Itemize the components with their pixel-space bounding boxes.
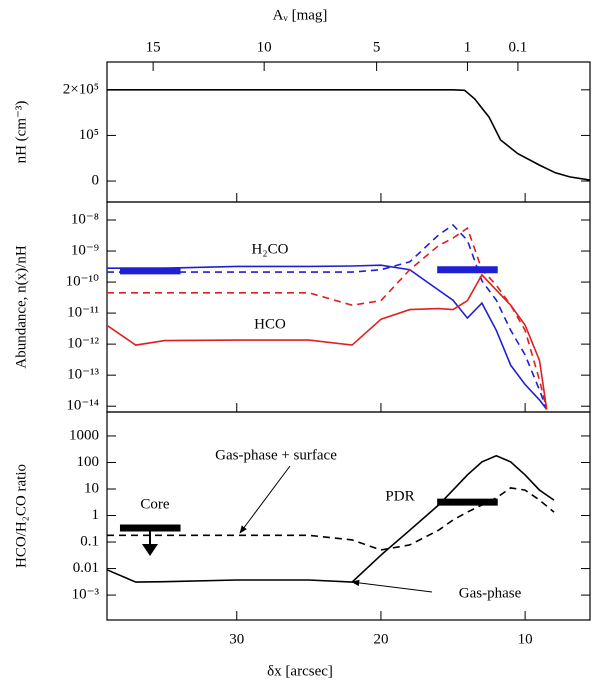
- y-tick-label: 100: [77, 454, 100, 470]
- y-tick-label: 10⁻⁸: [71, 211, 99, 227]
- y-tick-label: 0.1: [80, 533, 99, 549]
- y-tick-label: 10⁻¹³: [67, 367, 99, 383]
- data-line: [107, 223, 548, 410]
- y-tick-label: 10⁵: [79, 127, 99, 143]
- data-line: [107, 89, 590, 181]
- y-tick-label: 2×10⁵: [63, 81, 99, 97]
- y-axis-label: HCO/H₂CO ratio: [13, 464, 29, 568]
- annotation: Gas-phase + surface: [215, 447, 337, 463]
- y-tick-label: 1000: [69, 427, 99, 443]
- annotation-arrow: [351, 579, 433, 593]
- plot-frame: [106, 201, 591, 413]
- plot-area: [107, 454, 555, 583]
- annotation-arrow: [239, 465, 291, 534]
- annotation: H₂CO: [252, 241, 289, 257]
- y-tick-label: 10⁻¹²: [67, 336, 99, 352]
- upper-limit-arrowhead: [142, 544, 158, 556]
- x-tick-label: 20: [373, 631, 388, 647]
- top-tick-label: 1: [464, 39, 472, 55]
- y-tick-label: 10⁻³: [72, 587, 100, 603]
- plot-area: [107, 223, 548, 410]
- annotation: HCO: [254, 316, 286, 332]
- y-tick-label: 10⁻⁹: [71, 242, 99, 258]
- top-axis-label: Aᵥ [mag]: [273, 7, 328, 23]
- y-tick-label: 10: [84, 480, 99, 496]
- y-tick-label: 0.01: [73, 560, 99, 576]
- annotation: Gas-phase: [459, 585, 522, 601]
- y-tick-label: 0: [92, 172, 100, 188]
- y-axis-label: nH (cm⁻³): [13, 101, 29, 164]
- x-tick-label: 10: [518, 631, 533, 647]
- top-tick-label: 5: [373, 39, 381, 55]
- x-tick-label: 30: [229, 631, 244, 647]
- top-tick-label: 15: [146, 39, 161, 55]
- x-axis-label: δx [arcsec]: [267, 663, 333, 679]
- y-tick-label: 10⁻¹⁰: [66, 273, 99, 289]
- annotation: Core: [140, 496, 170, 512]
- data-line: [107, 226, 548, 410]
- data-line: [107, 487, 555, 551]
- data-line: [107, 454, 555, 583]
- plot-frame: [106, 61, 591, 203]
- plot-area: [107, 89, 590, 181]
- top-tick-label: 0.1: [509, 39, 528, 55]
- y-axis-label: Abundance, n(x)/nH: [13, 245, 29, 368]
- top-tick-label: 10: [257, 39, 272, 55]
- annotation: PDR: [385, 488, 414, 504]
- y-tick-label: 1: [92, 507, 100, 523]
- y-tick-label: 10⁻¹¹: [67, 305, 99, 321]
- y-tick-label: 10⁻¹⁴: [66, 398, 99, 414]
- data-line: [107, 264, 548, 410]
- data-line: [107, 273, 548, 410]
